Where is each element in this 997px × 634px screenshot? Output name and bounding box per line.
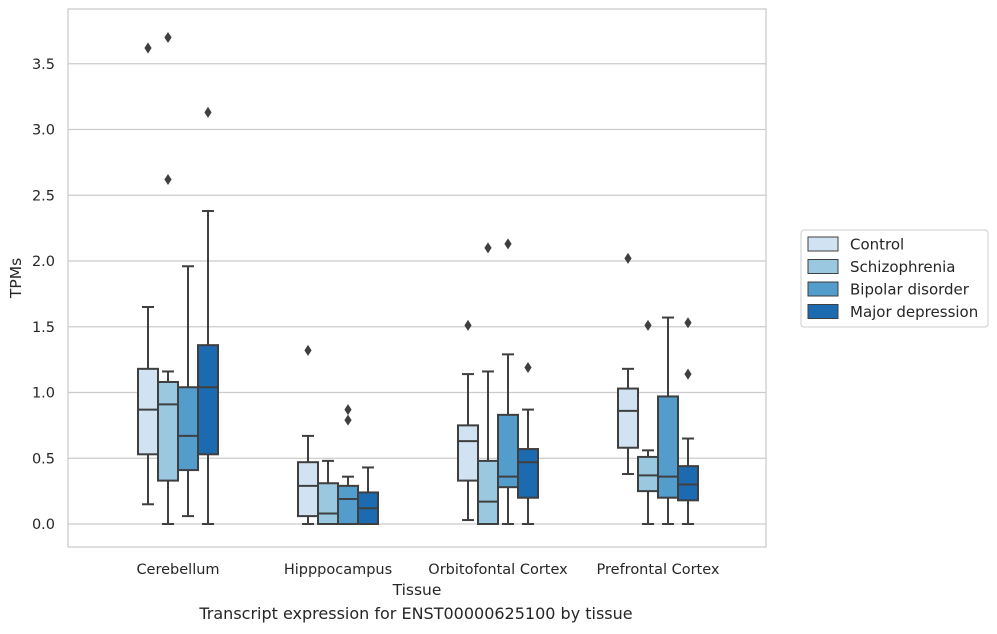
box [637,455,659,493]
outlier-point [304,344,312,356]
x-tick-label: Prefrontal Cortex [597,562,720,578]
box-group [637,319,659,525]
y-tick-label: 3.0 [32,123,55,139]
box-group [137,42,159,506]
outlier-point [524,362,532,374]
legend-swatch [807,281,839,297]
outlier-point [344,404,352,416]
y-axis-title: TPMs [7,258,25,299]
legend-label: Major depression [850,303,978,321]
plot-frame [67,8,767,548]
y-tick-label: 1.5 [32,320,55,336]
box [457,424,479,482]
x-tick-label: Orbitofontal Cortex [428,562,568,578]
outlier-point [164,31,172,43]
box-group [617,252,639,476]
y-tick-label: 2.5 [32,188,55,204]
outlier-point [484,242,492,254]
y-tick-label: 2.0 [32,254,55,270]
box-group [337,404,359,525]
box-layer [137,31,699,526]
x-tick-label: Hipppocampus [284,562,392,578]
box-group [657,316,679,525]
legend-swatch [807,236,839,252]
box-group [677,317,699,525]
box-group [477,242,499,526]
legend: Control Schizophrenia Bipolar disorder Majo… [800,229,989,328]
box-group [177,265,199,518]
box [157,380,179,482]
box [317,482,339,525]
box-group [157,31,179,525]
box-group [297,344,319,525]
outlier-point [644,319,652,331]
x-tick-labels: Cerebellum Hipppocampus Orbitofontal Corte… [136,562,719,578]
outlier-point [504,238,512,250]
y-tick-labels: 0.0 0.5 1.0 1.5 2.0 2.5 3.0 3.5 [32,57,55,533]
legend-label: Control [850,236,904,254]
outlier-point [464,319,472,331]
box [477,459,499,526]
y-tick-label: 3.5 [32,57,55,73]
outlier-point [684,317,692,329]
y-tick-label: 0.0 [32,517,55,533]
legend-frame [800,229,989,328]
box [677,465,699,502]
outlier-point [144,42,152,54]
box [197,344,219,456]
legend-swatch [807,304,839,319]
box [137,367,159,456]
x-tick-label: Cerebellum [136,562,219,578]
box [337,484,359,525]
box-group [317,459,339,525]
outlier-point [624,252,632,264]
legend-label: Schizophrenia [850,258,955,276]
box-group [497,238,519,525]
outlier-point [684,368,692,380]
box [657,395,679,499]
y-tick-label: 0.5 [32,451,55,467]
box [177,386,199,472]
box-group [357,466,379,526]
box-group [517,362,539,525]
box [517,448,539,499]
outlier-point [164,173,172,185]
box [617,387,639,449]
box-group [197,106,219,525]
box-group [457,319,479,522]
legend-label: Bipolar disorder [850,281,970,299]
outlier-point [344,414,352,426]
y-tick-label: 1.0 [32,386,55,402]
outlier-point [204,106,212,118]
legend-swatch [807,259,839,274]
box [297,461,319,518]
figure-caption: Transcript expression for ENST0000062510… [199,604,633,623]
x-axis-title: Tissue [392,581,442,599]
